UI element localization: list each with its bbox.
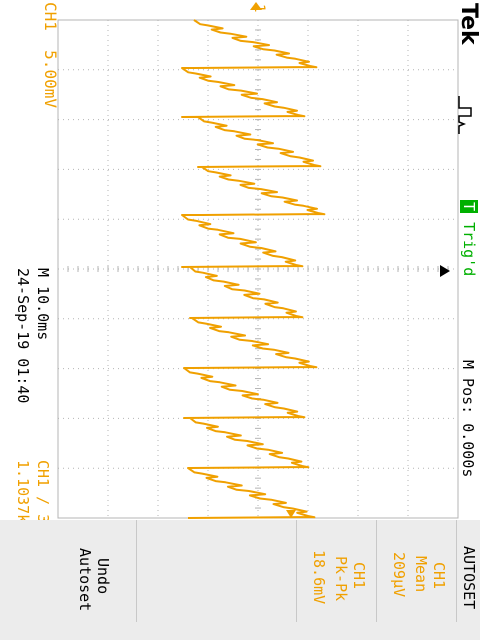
ch1-waveform-trace bbox=[181, 19, 326, 519]
menu-title: AUTOSET bbox=[460, 546, 478, 610]
acquisition-icon bbox=[453, 96, 474, 134]
trigger-time-marker bbox=[440, 265, 450, 277]
timebase-readout: M 10.0ms bbox=[34, 268, 52, 341]
measurement-pkpk-type: Pk-Pk bbox=[332, 556, 350, 602]
horizontal-position: M Pos: 0.000s bbox=[459, 360, 477, 478]
undo-autoset-label-2: Autoset bbox=[76, 548, 94, 612]
graticule bbox=[57, 19, 459, 519]
measurement-mean-value: 209µV bbox=[390, 552, 408, 598]
measurement-mean-type: Mean bbox=[412, 556, 430, 593]
menu-divider-1 bbox=[456, 520, 457, 622]
channel-scale-readout: CH1 5.00mV bbox=[41, 2, 60, 108]
measurement-pkpk-value: 18.6mV bbox=[310, 550, 328, 605]
trigger-badge: T bbox=[460, 200, 478, 214]
menu-divider-3 bbox=[296, 520, 297, 622]
acquisition-mode-icon bbox=[458, 96, 472, 134]
menu-divider-4 bbox=[136, 520, 137, 622]
menu-divider-2 bbox=[376, 520, 377, 622]
brand-logo: Tek bbox=[456, 3, 480, 45]
trigger-level-marker bbox=[286, 510, 296, 518]
datetime-readout: 24-Sep-19 01:40 bbox=[14, 268, 32, 404]
channel-label: CH1 bbox=[41, 2, 60, 31]
menu-panel bbox=[0, 520, 480, 640]
channel-marker-label: 1 bbox=[251, 4, 267, 13]
channel-ground-marker bbox=[250, 2, 262, 10]
channel-scale: 5.00mV bbox=[41, 50, 60, 108]
trigger-status: T Trig'd bbox=[460, 200, 478, 277]
undo-autoset-label-1: Undo bbox=[94, 558, 112, 595]
measurement-mean-channel: CH1 bbox=[430, 562, 448, 590]
trigger-status-text: Trig'd bbox=[460, 222, 478, 277]
measurement-pkpk-channel: CH1 bbox=[350, 562, 368, 590]
plot-markers bbox=[250, 2, 450, 518]
